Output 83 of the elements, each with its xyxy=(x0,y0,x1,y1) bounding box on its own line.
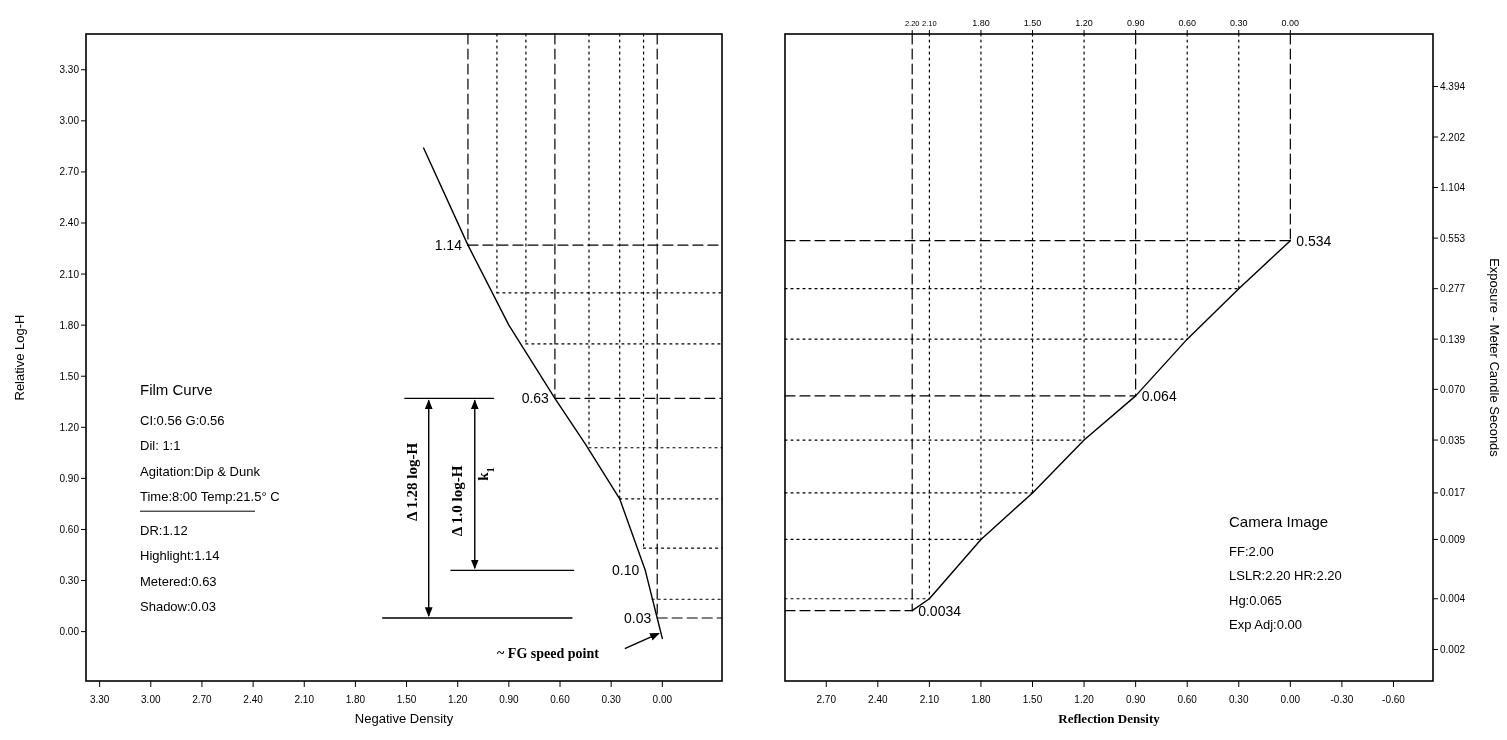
x-tick-label: 2.10 xyxy=(294,694,315,705)
x-tick-label: 2.70 xyxy=(816,694,837,705)
x-tick-label: 2.40 xyxy=(243,694,264,705)
x-tick-label: -0.30 xyxy=(1330,694,1354,705)
annotation: 0.63 xyxy=(521,390,550,407)
x-tick-label: 0.00 xyxy=(652,694,673,705)
x2-tick-label: 1.50 xyxy=(1023,18,1042,28)
x-tick-label: 2.10 xyxy=(919,694,940,705)
annotation: 0.064 xyxy=(1141,387,1177,404)
y2-tick-label: 1.104 xyxy=(1440,182,1466,194)
y-tick-label: 2.10 xyxy=(59,268,80,280)
x-tick-label: 0.30 xyxy=(1229,694,1249,705)
annotation: LSLR:2.20 HR:2.20 xyxy=(1229,568,1342,583)
annotation: 1.14 xyxy=(434,237,463,254)
annotation: ~ FG speed point xyxy=(497,646,600,661)
x2-tick-label: 0.30 xyxy=(1230,18,1248,28)
y-tick-label: 0.90 xyxy=(59,472,80,484)
x-tick-label: 3.30 xyxy=(89,694,110,705)
x-tick-label: 2.40 xyxy=(868,694,888,705)
annotation: Time:8:00 Temp:21.5° C xyxy=(140,489,280,504)
annotation: 0.03 xyxy=(623,610,652,626)
x-tick-label: 0.90 xyxy=(499,694,520,705)
y2-tick-label: 0.009 xyxy=(1440,533,1466,545)
annotation: Camera Image xyxy=(1229,513,1329,530)
y-tick-label: 3.00 xyxy=(59,115,80,127)
y2-tick-label: 0.017 xyxy=(1440,487,1466,499)
x2-tick-label: 0.60 xyxy=(1178,18,1196,28)
x-tick-label: 0.00 xyxy=(1280,694,1301,705)
x-tick-label: 3.00 xyxy=(141,694,161,705)
x-tick-label: 2.70 xyxy=(192,694,213,705)
x-tick-label: 1.50 xyxy=(396,694,417,705)
x-tick-label: -0.60 xyxy=(1382,694,1406,705)
y-tick-label: 1.50 xyxy=(59,370,80,382)
x-tick-label: 0.90 xyxy=(1125,694,1146,705)
annotation: Shadow:0.03 xyxy=(140,599,216,614)
y-tick-label: 0.30 xyxy=(59,575,80,587)
annotation: 0.10 xyxy=(612,562,640,579)
annotation: Highlight:1.14 xyxy=(140,548,220,563)
y2-tick-label: 4.394 xyxy=(1440,80,1466,92)
annotation: 0.0034 xyxy=(918,602,962,619)
x-tick-label: 1.20 xyxy=(1074,694,1095,705)
y-tick-label: 1.20 xyxy=(59,421,80,433)
annotation: CI:0.56 G:0.56 xyxy=(140,412,225,428)
x-tick-label: 0.60 xyxy=(1177,694,1198,705)
annotation: DR:1.12 xyxy=(140,522,188,538)
x-axis-title: Negative Density xyxy=(354,711,454,726)
annotation: Exp Adj:0.00 xyxy=(1229,617,1302,632)
x-axis-title: Reflection Density xyxy=(1058,711,1161,726)
x-tick-label: 1.20 xyxy=(447,694,468,705)
annotation: Hg:0.065 xyxy=(1229,592,1282,608)
y-tick-label: 3.30 xyxy=(59,64,80,76)
annotation: Dil: 1:1 xyxy=(140,438,181,453)
y2-tick-label: 0.070 xyxy=(1440,383,1466,395)
annotation: Agitation:Dip & Dunk xyxy=(140,463,261,479)
y-tick-label: 0.60 xyxy=(59,523,80,535)
x2-tick-label: 0.00 xyxy=(1281,18,1300,28)
annotation: Δ 1.28 log-H xyxy=(404,442,420,522)
y2-tick-label: 0.553 xyxy=(1440,232,1466,244)
annotation: FF:2.00 xyxy=(1229,543,1274,559)
x-tick-label: 0.30 xyxy=(601,694,622,705)
annotation: Δ 1.0 log-H xyxy=(449,465,465,537)
x-tick-label: 1.80 xyxy=(345,694,366,705)
x2-tick-label: 1.80 xyxy=(972,18,990,28)
y2-tick-label: 0.035 xyxy=(1440,434,1466,446)
x2-tick-label: 1.20 xyxy=(1075,18,1093,28)
y-tick-label: 0.00 xyxy=(59,626,80,638)
x-tick-label: 1.50 xyxy=(1022,694,1043,705)
y2-tick-label: 0.004 xyxy=(1440,593,1466,605)
y-axis-title: Relative Log-H xyxy=(12,314,27,401)
y2-tick-label: 0.277 xyxy=(1440,283,1466,295)
y-tick-label: 2.40 xyxy=(59,217,80,229)
annotation: Metered:0.63 xyxy=(140,573,217,589)
y2-tick-label: 0.002 xyxy=(1440,643,1466,655)
annotation: Film Curve xyxy=(140,381,213,398)
y2-tick-label: 0.139 xyxy=(1440,333,1466,345)
x2-tick-label: 0.90 xyxy=(1126,18,1145,28)
y-tick-label: 1.80 xyxy=(59,319,80,331)
y2-tick-label: 2.202 xyxy=(1440,131,1466,143)
x-tick-label: 0.60 xyxy=(550,694,571,705)
annotation: 0.534 xyxy=(1296,232,1332,249)
x-tick-label: 1.80 xyxy=(971,694,992,705)
y2-axis-title: Exposure - Meter Candle Seconds xyxy=(1487,258,1502,458)
y-tick-label: 2.70 xyxy=(59,166,80,178)
